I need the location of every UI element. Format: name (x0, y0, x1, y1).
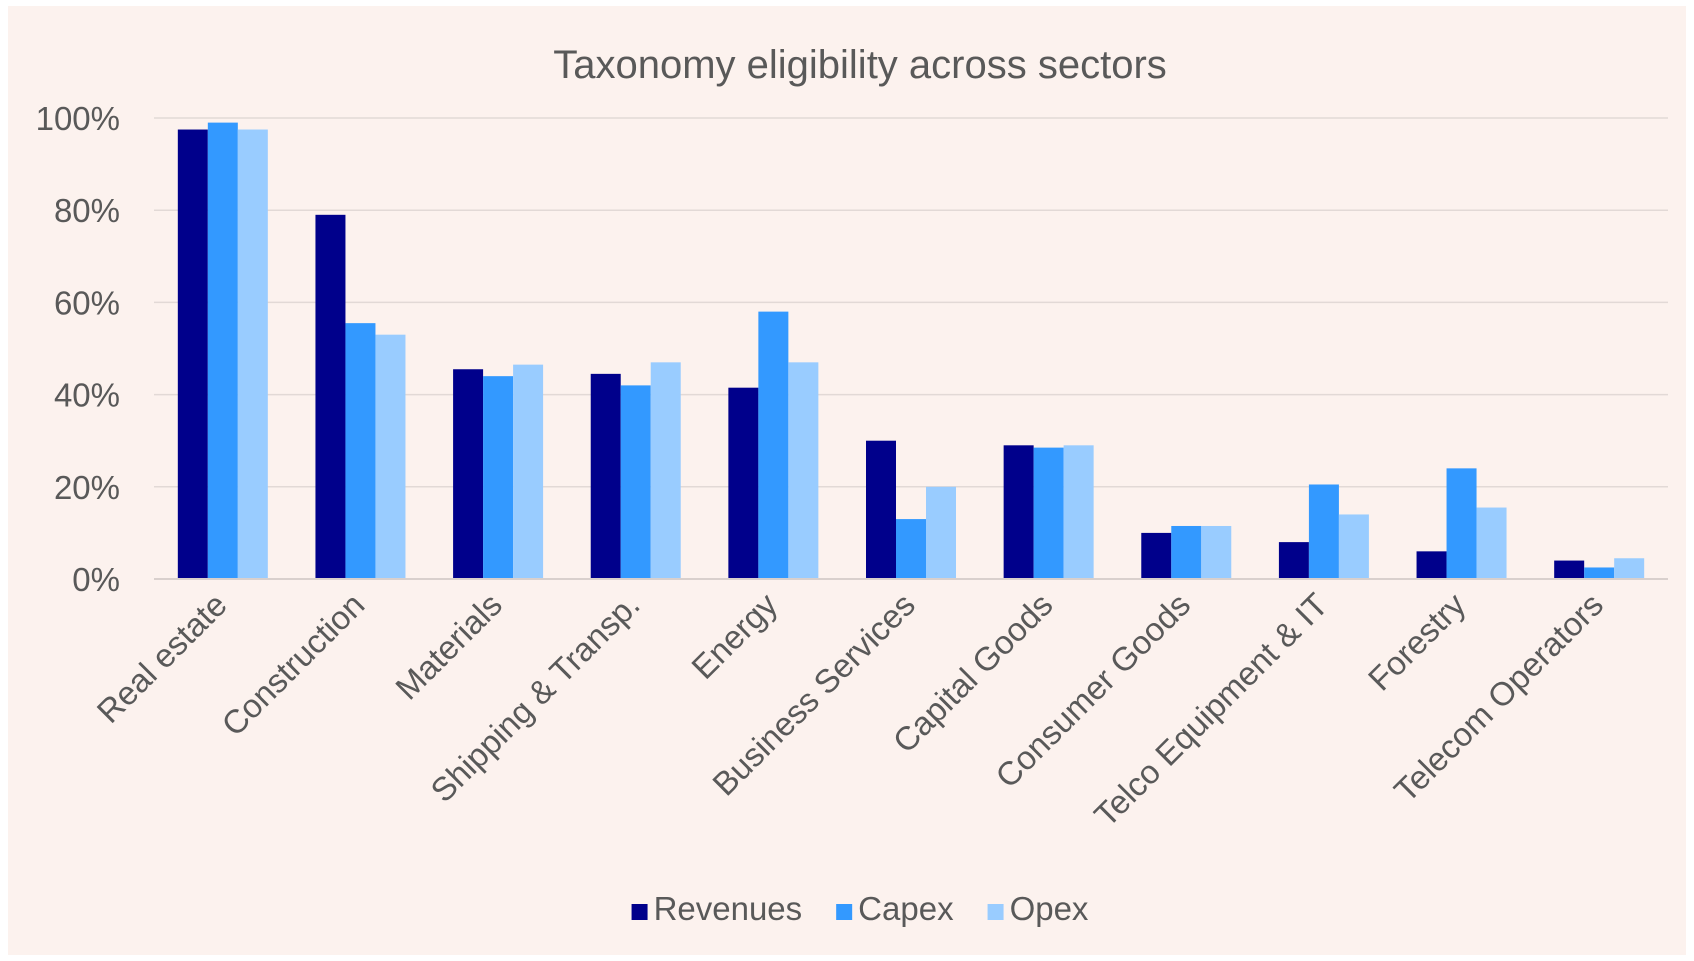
legend-label: Revenues (654, 890, 803, 927)
y-tick-label: 100% (36, 100, 120, 137)
bar-revenues-6 (1003, 445, 1034, 579)
bar-capex-10 (1584, 567, 1615, 579)
bar-revenues-3 (590, 373, 621, 579)
bar-opex-1 (375, 334, 406, 579)
y-tick-label: 60% (54, 284, 120, 321)
x-category-label: Real estate (90, 586, 234, 730)
x-category-label: Materials (388, 586, 509, 707)
x-category-label: Telco Equipment & IT (1087, 586, 1335, 834)
legend-label: Opex (1010, 890, 1089, 927)
chart-frame: Taxonomy eligibility across sectors 0% 20… (8, 6, 1686, 955)
bar-capex-5 (896, 519, 926, 579)
bar-opex-7 (1201, 525, 1232, 579)
bar-opex-6 (1063, 445, 1094, 579)
bar-revenues-0 (177, 129, 208, 579)
y-tick-label: 40% (54, 377, 120, 414)
x-category-label: Construction (214, 586, 371, 743)
bar-revenues-1 (315, 214, 346, 579)
bar-capex-4 (758, 311, 789, 579)
bar-opex-0 (237, 129, 268, 579)
bar-capex-6 (1033, 447, 1064, 579)
bar-opex-10 (1614, 558, 1645, 579)
y-tick-label: 80% (54, 192, 120, 229)
chart-title: Taxonomy eligibility across sectors (553, 43, 1167, 87)
x-category-label: Energy (684, 585, 784, 685)
bar-capex-2 (483, 376, 514, 579)
legend-item-revenues: Revenues (631, 890, 803, 927)
bar-revenues-8 (1278, 542, 1309, 579)
legend-swatch (836, 904, 853, 920)
bar-opex-3 (650, 362, 681, 579)
bar-revenues-2 (453, 369, 484, 579)
grid-layer (154, 117, 1668, 488)
bar-opex-4 (788, 362, 819, 579)
legend-swatch (631, 904, 648, 920)
legend-item-opex: Opex (987, 890, 1089, 927)
bar-revenues-7 (1141, 532, 1172, 579)
y-tick-label: 20% (54, 469, 120, 506)
bar-revenues-10 (1554, 560, 1585, 579)
bar-capex-0 (207, 122, 238, 580)
legend-swatch (987, 904, 1004, 920)
bar-capex-9 (1446, 468, 1477, 579)
bar-opex-2 (513, 364, 544, 579)
y-tick-label: 0% (72, 561, 120, 598)
bar-opex-8 (1338, 514, 1369, 579)
bar-revenues-9 (1416, 551, 1447, 579)
bar-opex-5 (926, 486, 956, 579)
bar-capex-7 (1171, 525, 1202, 579)
legend-item-capex: Capex (836, 890, 954, 927)
bar-revenues-5 (866, 440, 896, 579)
chart-svg: Taxonomy eligibility across sectors 0% 20… (36, 43, 1668, 927)
bar-capex-8 (1308, 484, 1339, 579)
bar-capex-3 (620, 385, 651, 579)
legend-label: Capex (858, 890, 954, 927)
bar-opex-9 (1476, 507, 1507, 579)
x-category-label: Forestry (1361, 585, 1473, 697)
legend: Revenues Capex Opex (631, 890, 1089, 927)
y-axis-tick-labels: 0% 20% 40% 60% 80% 100% (36, 100, 120, 598)
bar-revenues-4 (728, 387, 759, 579)
bar-layer (177, 122, 1645, 580)
bar-capex-1 (345, 323, 376, 579)
